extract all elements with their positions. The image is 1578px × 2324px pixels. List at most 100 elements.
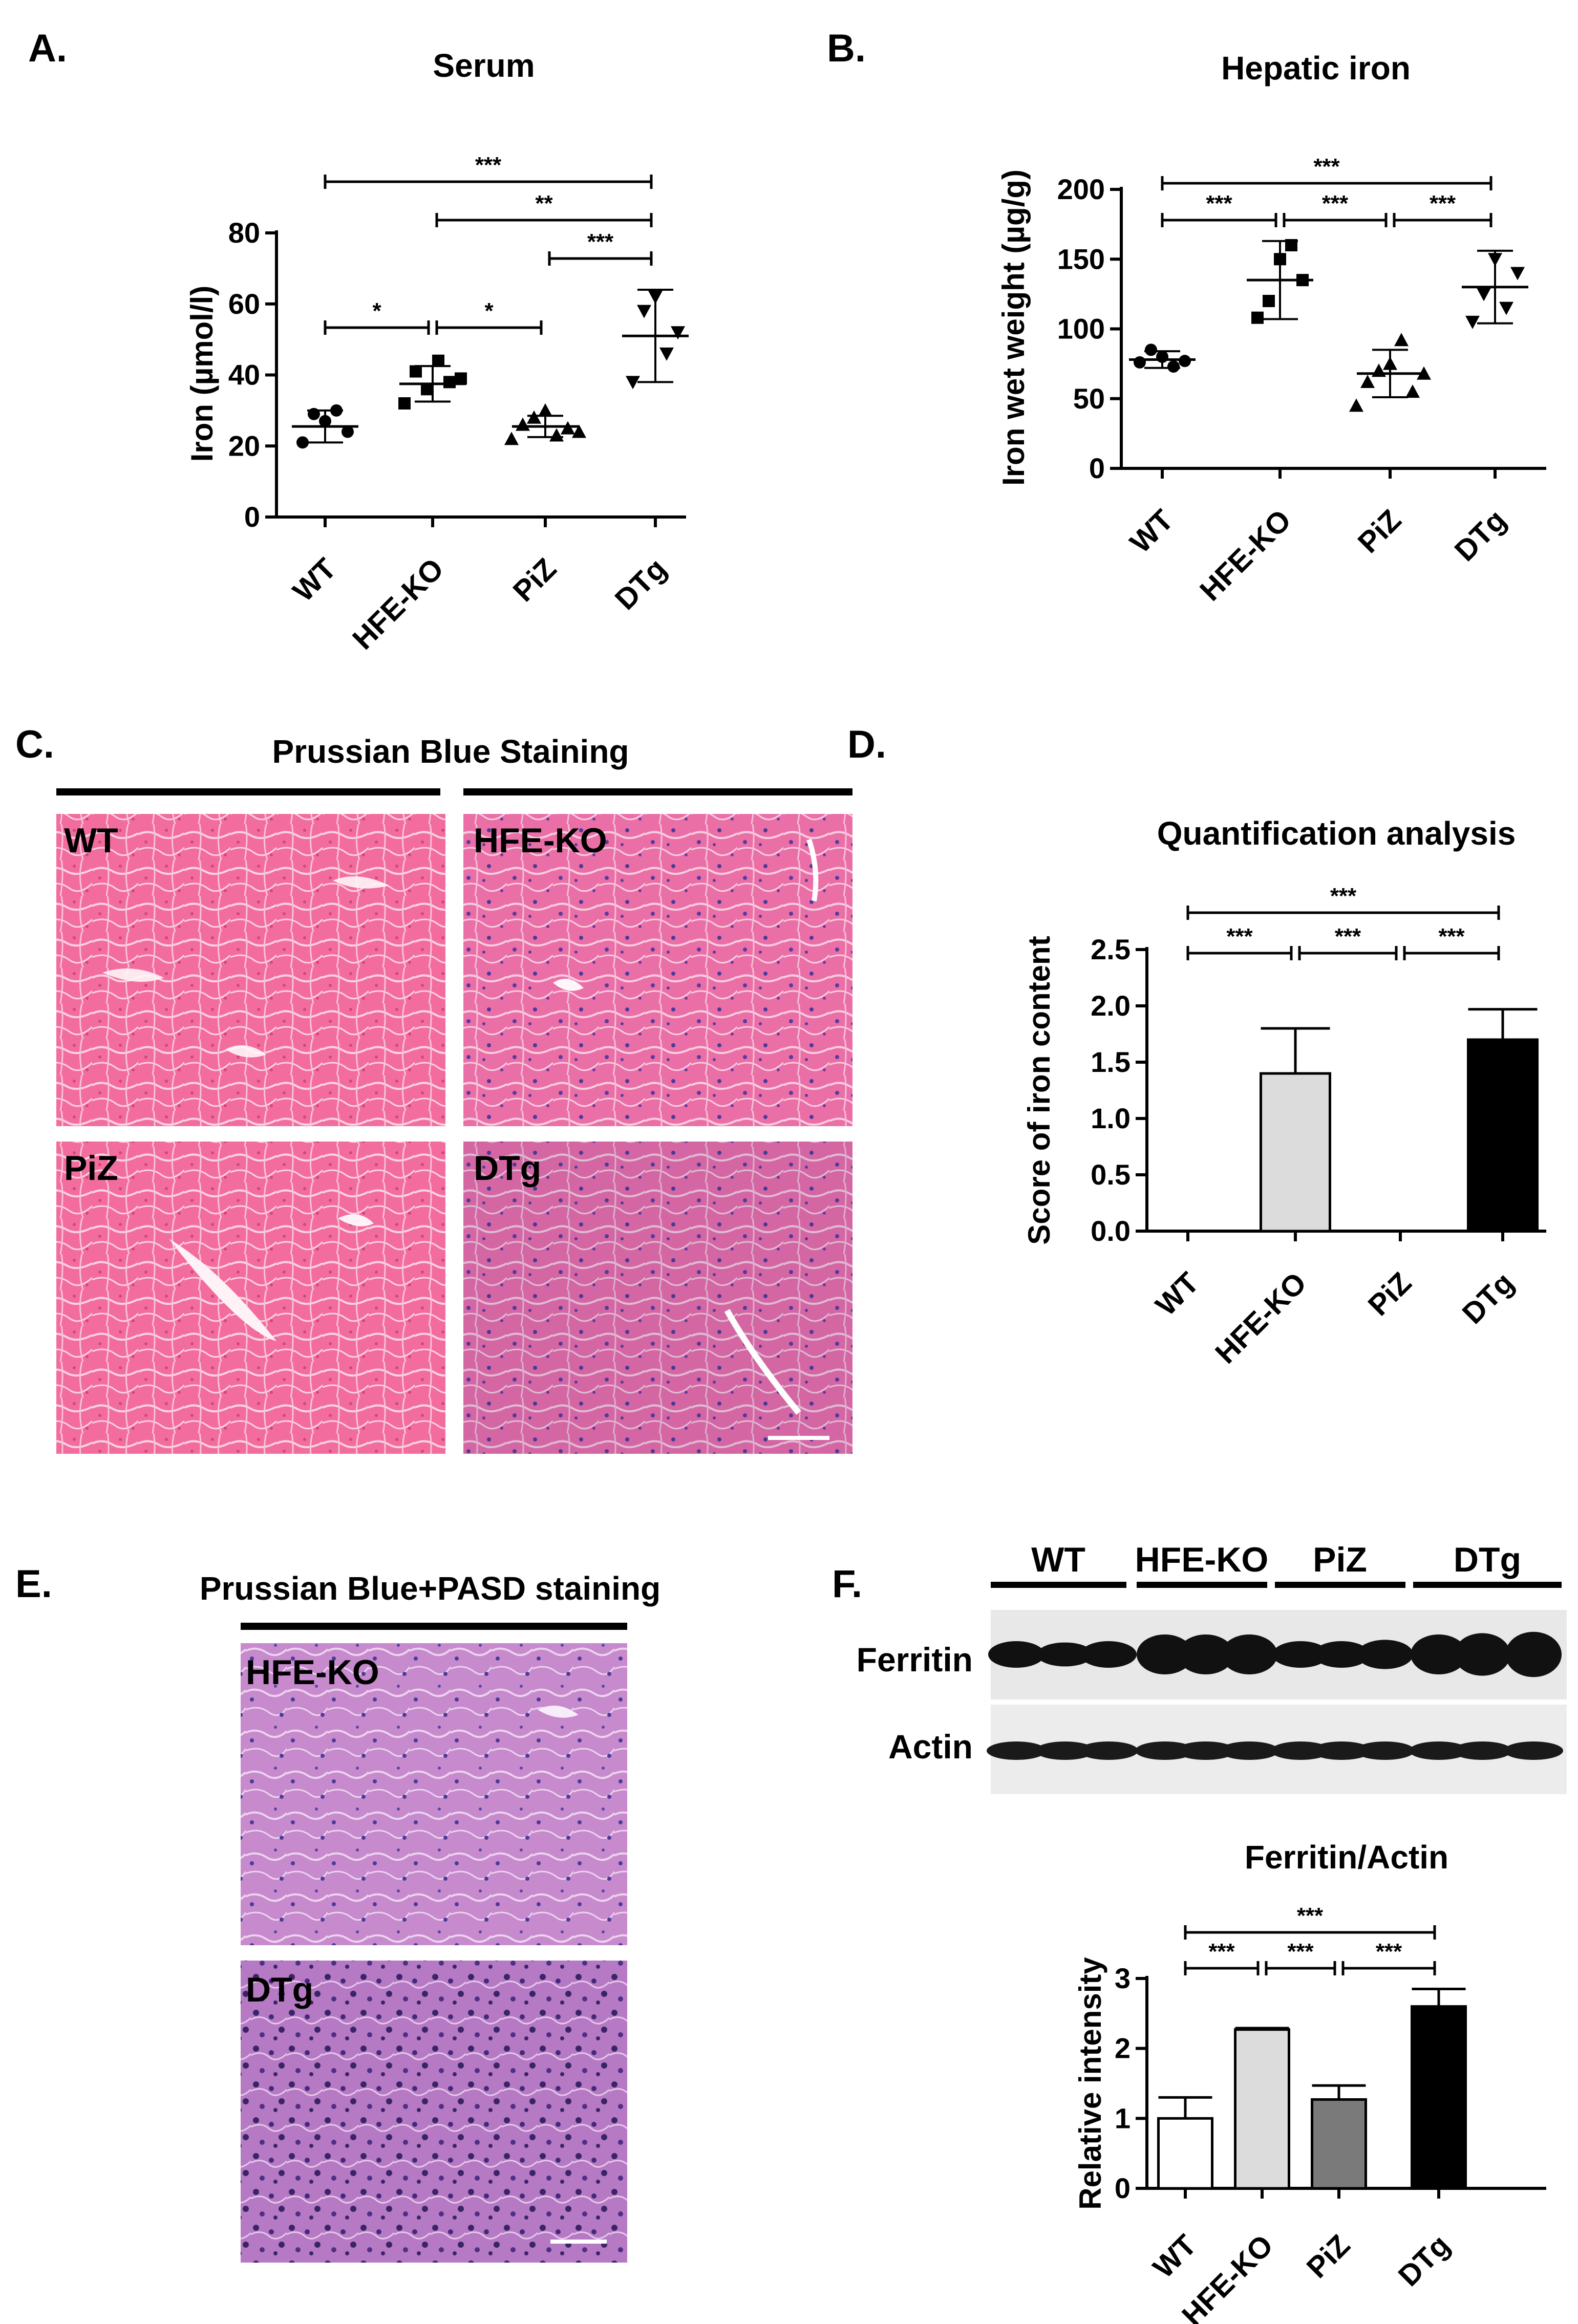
data-point [1405, 384, 1420, 398]
wb-row-ferritin: Ferritin [857, 1641, 973, 1679]
x-tick-label: PiZ [506, 552, 563, 608]
ferritin-band [1357, 1640, 1413, 1669]
data-point [659, 347, 674, 361]
histology-image-e-dtg [241, 1961, 627, 2263]
y-tick-label: 0 [1089, 452, 1105, 484]
histology-image-e-hfe-ko [241, 1643, 627, 1945]
significance-label: *** [1206, 191, 1232, 216]
data-point [626, 376, 640, 390]
significance-label: *** [475, 153, 502, 178]
data-point [432, 354, 444, 367]
scale-bar-e [550, 2240, 607, 2244]
chart-title: Ferritin/Actin [1245, 1839, 1448, 1876]
panel-label-f: F. [832, 1562, 862, 1606]
ferritin-band [1037, 1642, 1093, 1667]
serum-iron-chart: Serum Iron (µmol/l) 0 20 40 60 80 WT HFE-KO PiZ DT… [185, 47, 689, 656]
x-tick-label: DTg [1392, 2228, 1457, 2293]
histology-label-e-dtg: DTg [246, 1970, 313, 2009]
y-tick-label: 150 [1057, 243, 1105, 275]
significance-label: *** [1330, 884, 1357, 909]
significance-label: *** [1335, 924, 1361, 949]
significance-label: * [484, 298, 494, 324]
y-axis-label: Relative intensity [1073, 1957, 1107, 2210]
y-tick-label: 1.5 [1091, 1046, 1131, 1078]
y-tick-label: 100 [1057, 313, 1105, 345]
bar [1467, 1038, 1539, 1233]
y-tick-label: 2.5 [1091, 933, 1131, 965]
data-point [1134, 356, 1146, 369]
data-point [527, 410, 541, 424]
scale-bar-c [768, 1436, 829, 1440]
wb-group-bar-dtg [1413, 1582, 1562, 1588]
ferritin-band [1221, 1634, 1277, 1674]
y-axis-label: Score of iron content [1022, 936, 1056, 1244]
y-tick-label: 2.0 [1091, 989, 1131, 1022]
y-tick-label: 0 [1115, 2172, 1131, 2204]
data-point [296, 436, 309, 449]
significance-label: *** [1313, 154, 1340, 179]
y-tick-label: 50 [1073, 382, 1105, 415]
actin-band [1504, 1741, 1563, 1760]
actin-band [1271, 1741, 1330, 1760]
y-axis-label: Iron wet weight (µg/g) [996, 169, 1031, 486]
actin-band [1355, 1741, 1415, 1760]
data-point [1499, 302, 1513, 315]
x-tick-label: PiZ [1351, 503, 1408, 560]
data-point [637, 305, 651, 318]
western-blot: WT HFE-KO PiZ DTg Ferritin Actin [857, 1540, 1567, 1794]
data-point [1145, 343, 1157, 356]
data-point [1510, 267, 1525, 281]
y-tick-label: 0.0 [1091, 1215, 1131, 1247]
significance-label: *** [1322, 191, 1349, 216]
bar [1234, 2028, 1290, 2190]
y-tick-label: 1.0 [1091, 1102, 1131, 1134]
wb-label-dtg: DTg [1454, 1540, 1521, 1579]
bar [1311, 2098, 1367, 2190]
y-axis-label: Iron (µmol/l) [185, 286, 219, 462]
data-point [443, 376, 456, 389]
panel-label-a: A. [28, 27, 67, 70]
panel-label-c: C. [15, 723, 54, 766]
histology-c-title: Prussian Blue Staining [272, 733, 629, 770]
chart-title: Quantification analysis [1157, 815, 1516, 852]
data-point [1465, 315, 1480, 329]
group-bar-right [463, 788, 852, 795]
x-tick-label: HFE-KO [346, 552, 450, 656]
histology-label-piz: PiZ [64, 1149, 118, 1188]
ferritin-band [1137, 1634, 1193, 1674]
y-tick-label: 0 [244, 501, 260, 533]
y-tick-label: 3 [1115, 1962, 1131, 1994]
group-bar-e [241, 1623, 627, 1630]
actin-band [1312, 1741, 1371, 1760]
significance-label: *** [1287, 1939, 1314, 1964]
data-point [1360, 375, 1375, 389]
x-tick-label: WT [1123, 503, 1180, 560]
x-tick-label: WT [1146, 2228, 1203, 2285]
iron-score-chart: Quantification analysis Score of iron con… [1022, 815, 1546, 1370]
significance-label: *** [1376, 1939, 1402, 1964]
panel-label-e: E. [15, 1562, 52, 1606]
ferritin-band [1505, 1631, 1562, 1677]
y-tick-label: 1 [1115, 2102, 1131, 2134]
y-tick-label: 60 [228, 288, 260, 320]
data-point [1349, 398, 1363, 412]
histology-e-title: Prussian Blue+PASD staining [200, 1570, 660, 1607]
data-point [1179, 355, 1191, 368]
ferritin-band [988, 1641, 1044, 1668]
significance-label: * [372, 298, 381, 324]
x-tick-label: DTg [609, 552, 673, 616]
chart-title: Serum [433, 47, 535, 84]
histology-panel-c: Prussian Blue Staining WT HFE-KO PiZ DTg [56, 733, 852, 1454]
data-point [516, 417, 530, 431]
data-point [671, 326, 685, 340]
bar [1260, 1072, 1331, 1233]
panel-label-b: B. [827, 27, 866, 70]
significance-label: *** [1226, 924, 1253, 949]
actin-band [987, 1741, 1046, 1760]
ferritin-band [1272, 1641, 1329, 1668]
data-point [1394, 333, 1409, 347]
significance-label: *** [1438, 924, 1465, 949]
data-point [410, 365, 422, 378]
